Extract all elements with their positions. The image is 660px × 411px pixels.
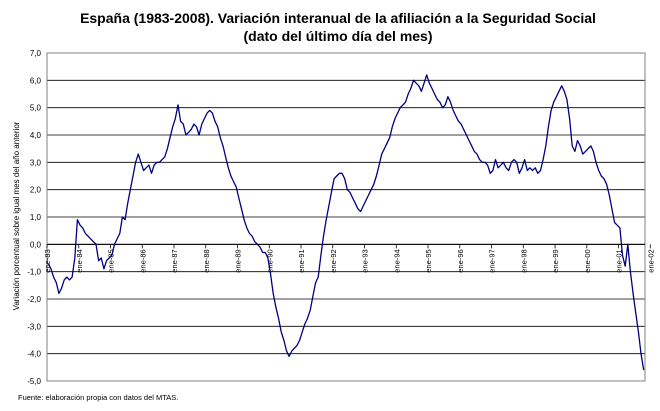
plot-area: 7,0 6,0 5,0 4,0 3,0 2,0 1,0 0,0 -1,0 -2,0 -3,0 -4,0… bbox=[27, 49, 655, 386]
x-tick-label: ene-92 bbox=[329, 249, 338, 272]
chart-subtitle: (dato del último día del mes) bbox=[243, 28, 432, 44]
x-tick-label: ene-01 bbox=[615, 249, 624, 272]
x-tick-label: ene-97 bbox=[488, 249, 497, 272]
y-tick-label: 1,0 bbox=[30, 213, 42, 222]
y-tick-label: -2,0 bbox=[27, 295, 41, 304]
y-tick-label: 6,0 bbox=[30, 76, 42, 85]
x-tick-label: ene-91 bbox=[297, 249, 306, 272]
x-tick-label: ene-96 bbox=[456, 249, 465, 272]
plot-frame bbox=[46, 52, 646, 382]
x-tick-label: ene-94 bbox=[392, 249, 401, 272]
source-note: Fuente: elaboración propia con datos del… bbox=[18, 393, 179, 402]
x-tick-label: ene-88 bbox=[202, 249, 211, 272]
x-tick-label: ene-83 bbox=[43, 249, 52, 272]
y-tick-label: 7,0 bbox=[30, 49, 42, 58]
x-tick-label: ene-85 bbox=[107, 249, 116, 272]
x-tick-label: ene-99 bbox=[551, 249, 560, 272]
y-tick-label: 3,0 bbox=[30, 158, 42, 167]
y-tick-label: -5,0 bbox=[27, 377, 41, 386]
x-tick-label: ene-84 bbox=[75, 249, 84, 272]
y-tick-label: -3,0 bbox=[27, 322, 41, 331]
y-tick-label: -1,0 bbox=[27, 268, 41, 277]
x-tick-label: ene-87 bbox=[170, 249, 179, 272]
x-tick-label: ene-90 bbox=[265, 249, 274, 272]
y-tick-label: -4,0 bbox=[27, 350, 41, 359]
x-tick-label: ene-89 bbox=[234, 249, 243, 272]
y-tick-label: 2,0 bbox=[30, 186, 42, 195]
y-tick-label: 5,0 bbox=[30, 104, 42, 113]
y-tick-label: 0,0 bbox=[30, 240, 42, 249]
x-tick-label: ene-95 bbox=[424, 249, 433, 272]
chart-title: España (1983-2008). Variación interanual… bbox=[80, 10, 596, 26]
y-tick-label: 4,0 bbox=[30, 131, 42, 140]
x-tick-label: ene-86 bbox=[138, 249, 147, 272]
x-tick-label: ene-98 bbox=[519, 249, 528, 272]
x-tick-label: ene-00 bbox=[583, 249, 592, 272]
x-tick-label: ene-93 bbox=[361, 249, 370, 272]
y-axis-label: Variación porcentual sobre igual mes del… bbox=[12, 121, 21, 310]
x-tick-label: ene-02 bbox=[646, 249, 655, 272]
series-line bbox=[47, 74, 645, 371]
